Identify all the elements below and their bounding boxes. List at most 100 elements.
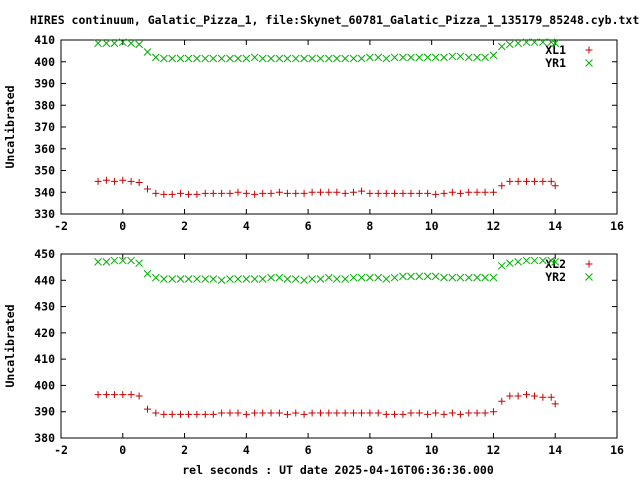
data-point xyxy=(118,256,127,265)
data-point xyxy=(226,189,234,197)
data-point xyxy=(489,188,497,196)
data-point xyxy=(382,275,391,283)
data-point xyxy=(209,275,218,283)
data-point xyxy=(316,54,325,63)
data-point xyxy=(110,256,119,265)
data-point xyxy=(94,177,102,185)
data-point xyxy=(283,54,292,63)
data-point xyxy=(176,275,185,283)
y-tick-label: 360 xyxy=(34,142,55,156)
data-point xyxy=(366,273,374,282)
data-point xyxy=(407,53,415,62)
data-point xyxy=(332,275,341,283)
data-point xyxy=(448,273,457,282)
data-point xyxy=(333,409,341,417)
data-point xyxy=(217,276,226,285)
data-point xyxy=(127,391,135,399)
y-axis-label: Uncalibrated xyxy=(3,304,17,387)
data-point xyxy=(94,258,102,266)
y-tick-label: 400 xyxy=(34,55,55,69)
x-tick-label: 12 xyxy=(487,443,501,457)
data-point xyxy=(292,409,300,417)
data-point xyxy=(514,392,522,400)
data-point xyxy=(399,410,407,418)
data-point xyxy=(143,269,152,278)
data-point xyxy=(374,53,383,62)
data-point xyxy=(530,38,539,47)
data-point xyxy=(341,189,349,197)
data-point xyxy=(551,400,559,408)
data-point xyxy=(390,273,399,282)
data-point xyxy=(465,409,473,417)
data-point xyxy=(324,54,333,63)
data-point xyxy=(432,190,440,198)
data-point xyxy=(316,409,324,417)
data-point xyxy=(415,409,423,417)
x-tick-label: 10 xyxy=(425,443,439,457)
x-tick-label: 6 xyxy=(305,443,312,457)
data-point xyxy=(193,275,201,283)
data-point xyxy=(143,185,151,193)
data-point xyxy=(151,53,160,62)
data-point xyxy=(291,275,300,283)
top-panel: -2 0 2 4 6 8 10 12 14 16 330 340 350 360 370 380 390 400 4… xyxy=(3,33,624,233)
data-point xyxy=(152,189,160,197)
data-point xyxy=(250,275,259,283)
data-point xyxy=(168,190,176,198)
data-point xyxy=(440,53,448,62)
x-axis-label: rel seconds : UT date 2025-04-16T06:36:3… xyxy=(182,463,494,477)
data-point xyxy=(522,177,530,185)
data-point xyxy=(283,410,291,418)
series-YR1 xyxy=(94,38,560,63)
data-point xyxy=(242,275,251,283)
y-tick-label: 390 xyxy=(34,405,55,419)
data-point xyxy=(391,189,399,197)
data-point xyxy=(258,54,267,63)
data-point xyxy=(382,410,390,418)
y-tick-label: 380 xyxy=(34,98,55,112)
data-point xyxy=(160,190,168,198)
data-point xyxy=(185,410,193,418)
series-YR2 xyxy=(94,256,560,285)
data-point xyxy=(350,188,358,196)
data-point xyxy=(168,54,177,63)
data-point xyxy=(539,256,547,265)
data-point xyxy=(473,409,481,417)
data-point xyxy=(325,188,333,196)
data-point xyxy=(177,410,185,418)
data-point xyxy=(349,273,358,282)
data-point xyxy=(473,53,481,62)
data-point xyxy=(423,53,432,62)
data-point xyxy=(185,190,193,198)
y-tick-label: 440 xyxy=(34,273,55,287)
data-point xyxy=(110,177,118,185)
data-point xyxy=(110,391,118,399)
series-XL2 xyxy=(94,391,559,418)
data-point xyxy=(234,188,242,196)
data-point xyxy=(259,189,267,197)
data-point xyxy=(267,409,275,417)
legend-label: YR2 xyxy=(545,270,566,284)
data-point xyxy=(325,409,333,417)
data-point xyxy=(506,177,514,185)
data-point xyxy=(514,39,523,48)
data-point xyxy=(382,54,391,63)
data-point xyxy=(456,410,464,418)
data-point xyxy=(531,392,539,400)
data-point xyxy=(530,256,539,265)
data-point xyxy=(308,54,316,63)
chart-title: HIRES continuum, Galatic_Pizza_1, file:S… xyxy=(30,13,639,28)
x-tick-label: 14 xyxy=(548,219,562,233)
data-point xyxy=(102,39,111,48)
data-point xyxy=(481,273,489,282)
x-tick-label: 16 xyxy=(610,219,624,233)
plot-frame xyxy=(60,39,618,215)
legend-marker xyxy=(585,46,593,54)
data-point xyxy=(242,189,250,197)
x-tick-label: 0 xyxy=(119,443,126,457)
data-point xyxy=(275,54,284,63)
data-point xyxy=(358,187,366,195)
y-tick-label: 410 xyxy=(34,352,55,366)
data-point xyxy=(308,409,316,417)
